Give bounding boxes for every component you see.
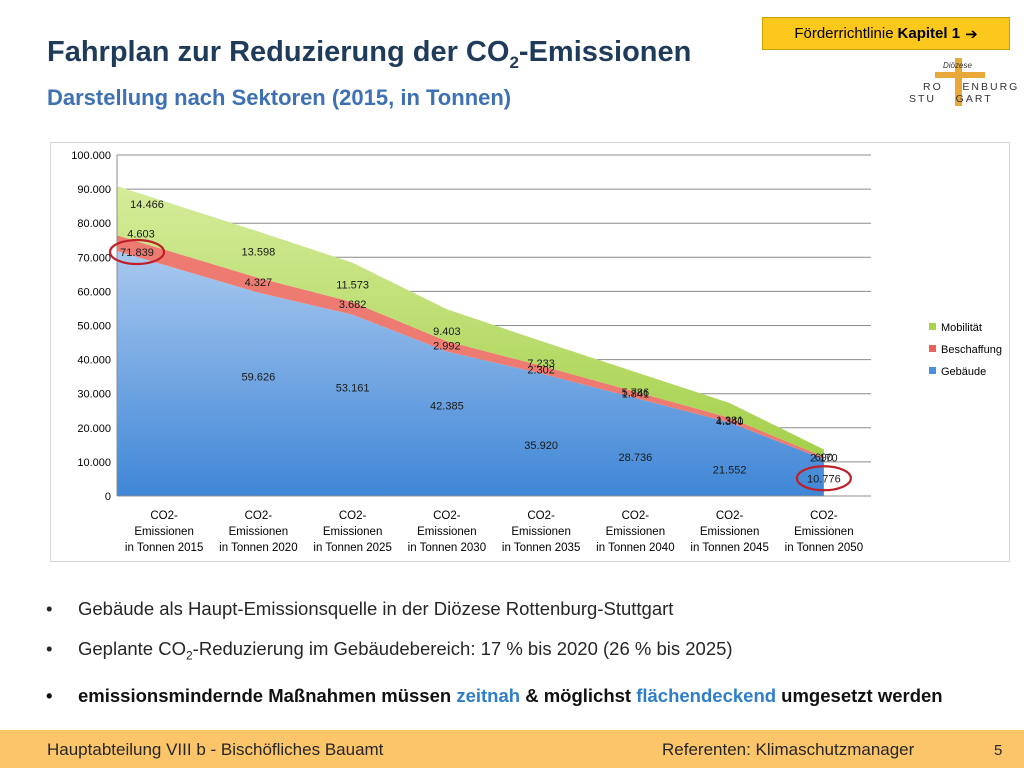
logo-text-1: Diözese [943,61,972,70]
bullet-item: • Gebäude als Haupt-Emissionsquelle in de… [46,598,674,619]
legend-label: Gebäude [941,366,986,378]
data-label: 9.403 [433,326,461,338]
x-tick-label: in Tonnen 2020 [219,542,297,554]
data-label: 690 [815,452,833,464]
x-tick-label: CO2- [339,510,367,522]
bullet-list: • Gebäude als Haupt-Emissionsquelle in de… [46,597,1016,724]
logo-text-2: RO ENBURG- [923,81,1017,93]
data-label: 2.170 [810,453,838,465]
x-tick-label: Emissionen [794,526,853,538]
data-label: 2.992 [433,340,461,352]
emissions-chart: 0 10.000 20.000 30.000 40.000 50.000 60.000 70.… [71,150,1002,554]
x-tick-label: CO2- [433,510,461,522]
data-label: 28.736 [619,452,653,464]
x-tick-label: in Tonnen 2015 [125,542,203,554]
y-tick-label: 100.000 [71,150,111,162]
x-tick-label: in Tonnen 2040 [596,542,674,554]
x-tick-label: in Tonnen 2030 [408,542,486,554]
y-tick-label: 50.000 [77,321,111,333]
legend-swatch-mobilität [929,323,936,330]
arrow-right-icon: ➔ [965,25,978,43]
data-label: 1.381 [716,415,744,427]
footer-department: Hauptabteilung VIII b - Bischöfliches Ba… [47,740,384,759]
area-mobilität [117,186,824,457]
data-label: 4.340 [716,416,744,428]
logo-cross-vertical [955,58,962,106]
y-tick-label: 0 [105,491,111,503]
y-tick-label: 10.000 [77,457,111,469]
x-tick-label: CO2- [810,510,838,522]
data-label: 2.302 [527,365,555,377]
data-label: 71.839 [120,247,154,259]
y-tick-label: 80.000 [77,218,111,230]
data-label: 11.573 [336,280,369,292]
footer-bar: Hauptabteilung VIII b - Bischöfliches Ba… [0,730,1024,768]
data-label: 3.682 [339,299,367,311]
x-tick-label: CO2- [245,510,273,522]
bullet-item: • emissionsmindernde Maßnahmen müssen zei… [46,684,943,706]
legend-swatch-gebäude [929,367,936,374]
x-tick-label: Emissionen [511,526,570,538]
x-tick-label: in Tonnen 2045 [690,542,768,554]
page-title: Fahrplan zur Reduzierung der CO2-Emissio… [47,36,692,72]
y-tick-label: 60.000 [77,286,111,298]
data-label: 59.626 [242,371,276,383]
logo-text-3: STU GART [909,93,993,105]
footer-speakers: Referenten: Klimaschutzmanager [662,740,915,759]
area-beschaffung [117,235,824,460]
x-tick-label: Emissionen [229,526,288,538]
bullet-symbol: • [46,684,53,706]
link-prefix: Förderrichtlinie [794,25,894,42]
data-label: 1.841 [622,389,650,401]
x-tick-label: Emissionen [134,526,193,538]
data-label: 4.603 [127,228,155,240]
bullet-symbol: • [46,638,53,659]
data-label: 7.233 [527,358,555,370]
x-tick-label: in Tonnen 2035 [502,542,580,554]
x-tick-label: CO2- [716,510,744,522]
page-number: 5 [994,742,1003,759]
legend-label: Beschaffung [941,344,1002,356]
legend-label: Mobilität [941,322,982,334]
data-label: 21.552 [713,464,747,476]
data-label: 42.385 [430,401,464,413]
x-tick-label: in Tonnen 2025 [313,542,391,554]
x-tick-label: CO2- [150,510,178,522]
legend-swatch-beschaffung [929,345,936,352]
guideline-chapter-link[interactable]: Förderrichtlinie Kapitel 1 ➔ [762,17,1010,50]
diocese-logo: Diözese RO ENBURG- STU GART [909,58,1017,106]
x-tick-label: Emissionen [323,526,382,538]
data-label: 14.466 [130,199,164,211]
y-tick-label: 40.000 [77,355,111,367]
highlight-circle [795,465,852,492]
y-tick-label: 20.000 [77,423,111,435]
logo-cross-horizontal [935,72,985,78]
bullet-item: • Geplante CO2-Reduzierung im Gebäudebere… [46,638,733,663]
data-label: 10.776 [807,473,841,485]
data-label: 4.327 [245,277,273,289]
y-tick-label: 70.000 [77,252,111,264]
data-label: 53.161 [336,382,370,394]
x-tick-label: CO2- [527,510,555,522]
emissions-chart-frame: 0 10.000 20.000 30.000 40.000 50.000 60.000 70.… [50,142,1010,562]
link-chapter: Kapitel 1 [897,25,961,42]
area-gebäude [117,251,824,496]
bullet-symbol: • [46,598,53,619]
x-tick-label: Emissionen [606,526,665,538]
x-tick-label: Emissionen [700,526,759,538]
y-tick-label: 90.000 [77,184,111,196]
data-label: 5.786 [622,387,650,399]
data-label: 35.920 [524,440,558,452]
x-tick-label: in Tonnen 2050 [785,542,863,554]
y-tick-label: 30.000 [77,389,111,401]
x-tick-label: CO2- [622,510,650,522]
page-subtitle: Darstellung nach Sektoren (2015, in Tonn… [47,85,512,110]
data-label: 13.598 [242,247,276,259]
x-tick-label: Emissionen [417,526,476,538]
highlight-circle [108,238,166,266]
